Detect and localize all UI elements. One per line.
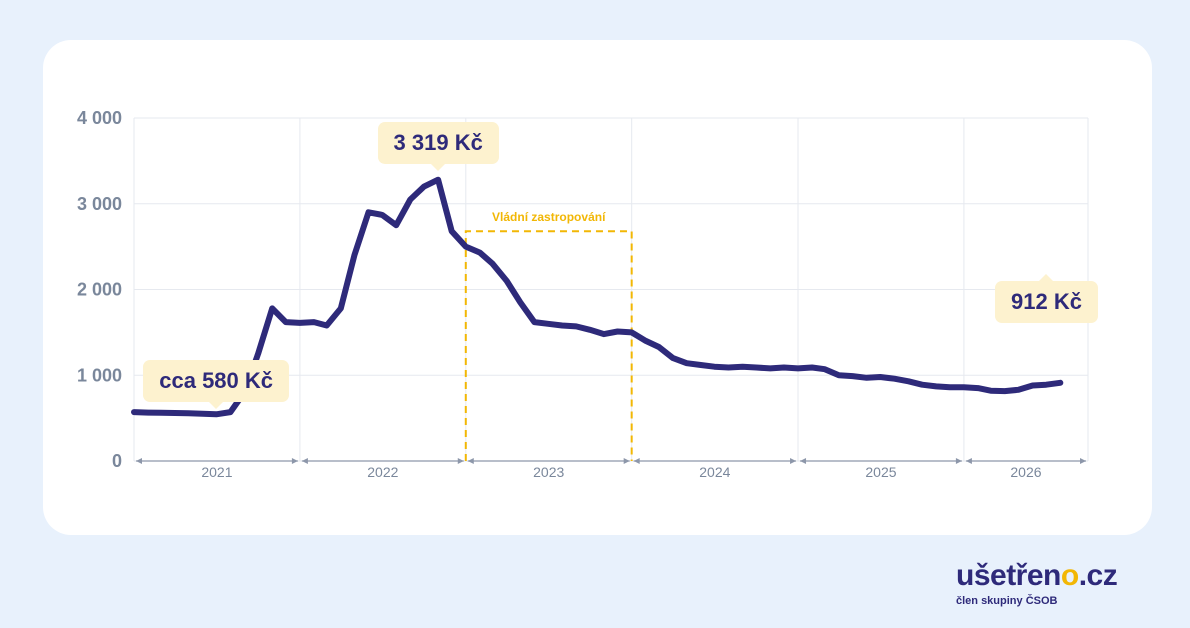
year-range-arrow-left <box>301 458 308 464</box>
year-range-arrow-left <box>633 458 640 464</box>
year-range-arrow-right <box>291 458 298 464</box>
x-tick-label: 2022 <box>367 464 398 480</box>
y-tick-label: 4 000 <box>77 108 122 128</box>
price-line <box>131 176 1064 418</box>
x-tick-label: 2023 <box>533 464 564 480</box>
x-tick-label: 2024 <box>699 464 730 480</box>
callout-start-price: cca 580 Kč <box>143 360 290 410</box>
year-range-arrow-right <box>457 458 464 464</box>
logo-suffix: .cz <box>1078 559 1118 592</box>
x-tick-label: 2021 <box>201 464 232 480</box>
logo-accent: o <box>1060 559 1079 592</box>
year-range-arrow-left <box>467 458 474 464</box>
year-range-arrow-right <box>790 458 797 464</box>
price-cap-label: Vládní zastropování <box>492 210 606 224</box>
y-tick-label: 3 000 <box>77 194 122 214</box>
y-tick-label: 1 000 <box>77 365 122 385</box>
callout-peak-price: 3 319 Kč <box>377 122 499 172</box>
brand-logo[interactable]: ušetřeno.cz člen skupiny ČSOB <box>956 559 1118 608</box>
y-tick-label: 0 <box>112 451 122 471</box>
x-tick-label: 2025 <box>865 464 896 480</box>
year-range-arrow-left <box>136 458 142 464</box>
year-range-arrow-right <box>1080 458 1086 464</box>
logo-wordmark: ušetřeno.cz <box>956 559 1118 592</box>
callout-current-price: 912 Kč <box>995 273 1098 323</box>
price-cap-region <box>464 230 633 461</box>
logo-tagline: člen skupiny ČSOB <box>956 595 1058 607</box>
year-range-arrow-right <box>955 458 962 464</box>
year-range-arrow-left <box>965 458 972 464</box>
x-tick-label: 2026 <box>1010 464 1041 480</box>
y-tick-label: 2 000 <box>77 280 122 300</box>
logo-name: ušetřeno <box>956 559 1079 592</box>
chart-card <box>43 40 1152 535</box>
year-range-arrow-right <box>623 458 630 464</box>
year-range-arrow-left <box>800 458 807 464</box>
